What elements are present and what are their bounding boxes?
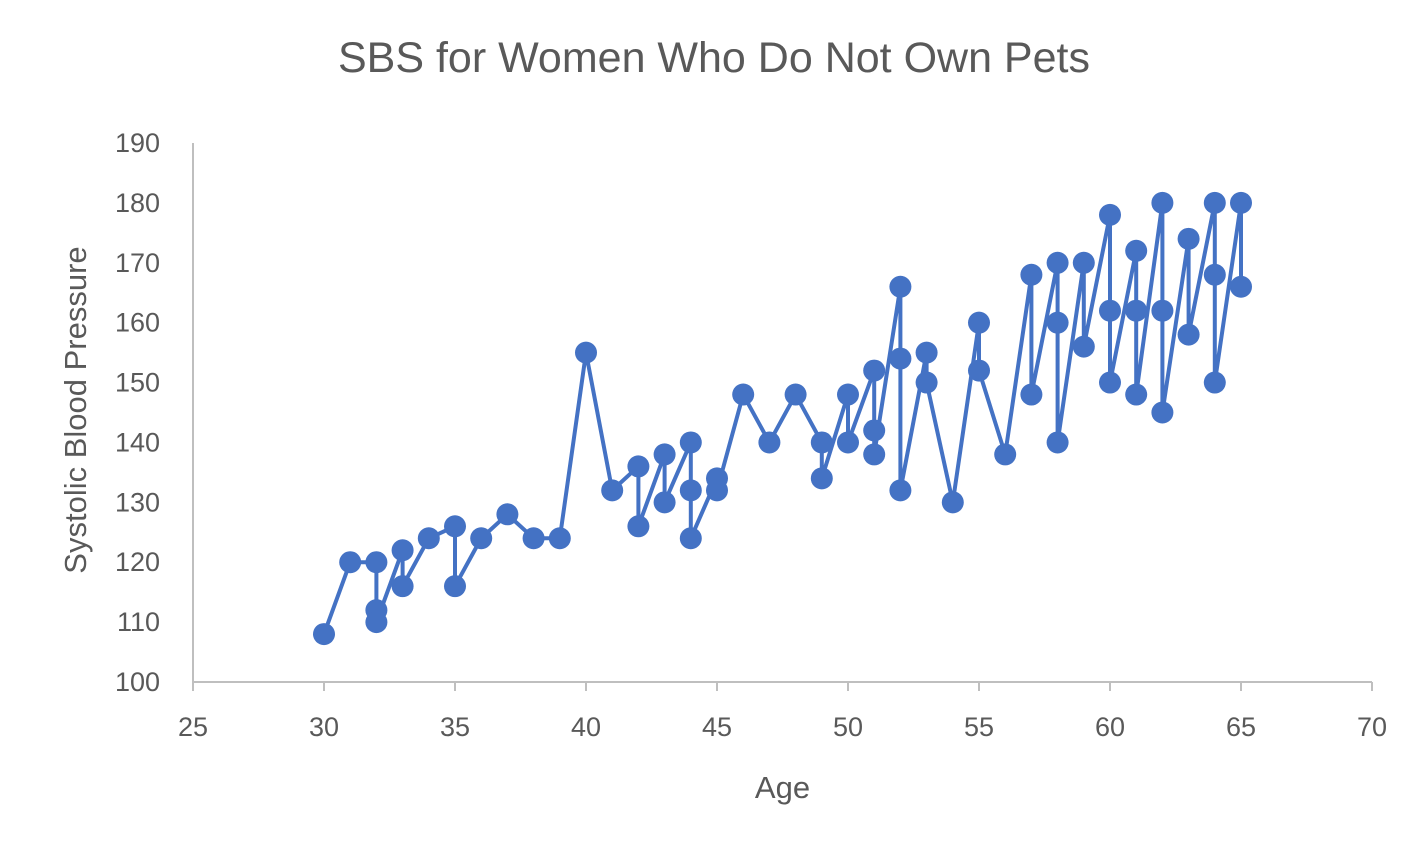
- data-point: [496, 503, 519, 526]
- y-tick-label: 150: [115, 368, 160, 398]
- data-point: [1099, 203, 1121, 226]
- data-point: [470, 527, 493, 550]
- x-tick-label: 40: [571, 712, 601, 742]
- data-point: [1125, 239, 1148, 262]
- data-point: [968, 359, 990, 382]
- data-point: [1177, 323, 1200, 346]
- data-point: [837, 431, 859, 454]
- data-point: [1072, 251, 1095, 274]
- data-point: [1230, 191, 1252, 214]
- data-point: [863, 443, 886, 466]
- data-point: [627, 515, 650, 538]
- data-point: [1046, 431, 1069, 454]
- data-point: [758, 431, 781, 454]
- x-tick-label: 45: [702, 712, 732, 742]
- x-tick-label: 25: [178, 712, 208, 742]
- data-point: [601, 479, 624, 502]
- y-tick-label: 140: [115, 427, 160, 457]
- data-point: [1099, 299, 1121, 322]
- data-point: [1020, 263, 1043, 286]
- data-point: [889, 479, 912, 502]
- data-point: [1072, 335, 1095, 358]
- x-tick-label: 50: [833, 712, 863, 742]
- data-point: [627, 455, 650, 478]
- y-tick-label: 160: [115, 308, 160, 338]
- y-tick-label: 110: [117, 607, 160, 637]
- x-tick-label: 65: [1226, 712, 1256, 742]
- y-tick-label: 170: [115, 248, 160, 278]
- x-tick-label: 70: [1357, 712, 1387, 742]
- data-point: [889, 347, 912, 370]
- y-tick-label: 120: [115, 547, 160, 577]
- data-point: [1020, 383, 1043, 406]
- data-point: [1151, 299, 1174, 322]
- data-point: [1177, 227, 1200, 250]
- data-point: [941, 491, 964, 514]
- data-point: [1125, 383, 1148, 406]
- data-point: [915, 341, 938, 364]
- x-axis-title: Age: [754, 770, 811, 805]
- x-tick-label: 55: [964, 712, 994, 742]
- data-point: [732, 383, 755, 406]
- data-point: [653, 491, 676, 514]
- data-point: [1125, 299, 1148, 322]
- data-point: [784, 383, 807, 406]
- data-point: [417, 527, 440, 550]
- data-point: [444, 515, 466, 538]
- data-point: [1099, 371, 1121, 394]
- data-point: [1046, 311, 1069, 334]
- data-point: [339, 551, 362, 574]
- data-point: [706, 479, 728, 502]
- data-point: [391, 539, 414, 562]
- data-point: [313, 623, 335, 646]
- data-point: [365, 611, 388, 634]
- data-point: [1203, 263, 1226, 286]
- data-point: [679, 479, 702, 502]
- x-tick-label: 35: [440, 712, 470, 742]
- y-tick-label: 100: [115, 667, 160, 697]
- x-tick-label: 30: [309, 712, 339, 742]
- data-point: [522, 527, 545, 550]
- data-point: [1046, 251, 1069, 274]
- data-point: [548, 527, 571, 550]
- data-point: [1203, 371, 1226, 394]
- data-point: [915, 371, 938, 394]
- y-tick-label: 180: [115, 188, 160, 218]
- data-point: [1151, 401, 1174, 424]
- data-point: [1230, 275, 1252, 298]
- data-point: [679, 431, 702, 454]
- data-point: [391, 575, 414, 598]
- data-point: [444, 575, 466, 598]
- data-point: [994, 443, 1017, 466]
- data-point: [1151, 191, 1174, 214]
- data-point: [863, 419, 886, 442]
- y-tick-label: 130: [115, 487, 160, 517]
- data-point: [365, 551, 388, 574]
- chart-title: SBS for Women Who Do Not Own Pets: [338, 34, 1090, 82]
- data-point: [968, 311, 990, 334]
- data-point: [575, 341, 597, 364]
- series-line: [322, 200, 1243, 637]
- data-point: [889, 275, 912, 298]
- data-point: [1203, 191, 1226, 214]
- y-tick-label: 190: [115, 128, 160, 158]
- x-tick-label: 60: [1095, 712, 1125, 742]
- data-point: [653, 443, 676, 466]
- data-point: [679, 527, 702, 550]
- data-point: [863, 359, 886, 382]
- data-point: [810, 467, 833, 490]
- data-point: [810, 431, 833, 454]
- data-point: [837, 383, 859, 406]
